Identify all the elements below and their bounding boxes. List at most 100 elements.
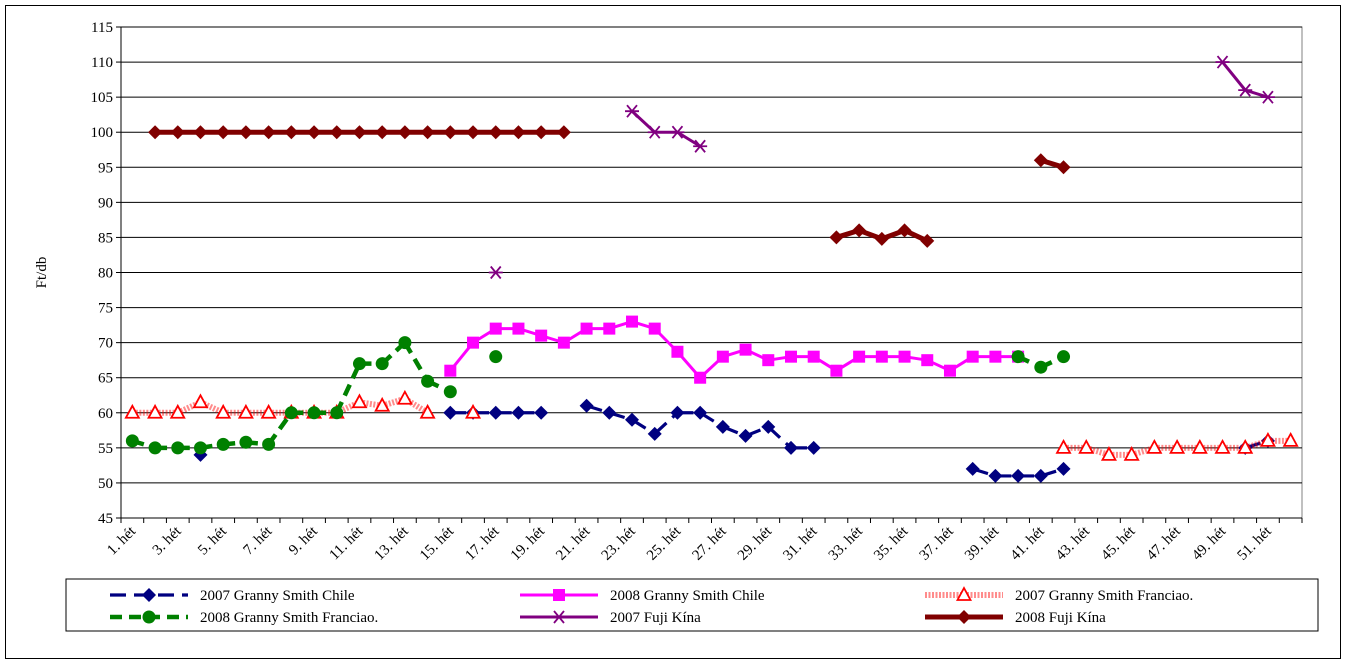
legend-item: 2007 Granny Smith Franciao. bbox=[925, 586, 1193, 604]
data-point bbox=[216, 125, 231, 140]
data-point bbox=[238, 125, 253, 140]
data-point bbox=[1146, 438, 1163, 454]
data-point bbox=[625, 104, 640, 118]
data-point bbox=[489, 322, 502, 335]
data-point bbox=[670, 405, 685, 420]
x-tick-label: 7. hét bbox=[241, 523, 276, 558]
data-point bbox=[512, 322, 525, 335]
data-point bbox=[898, 350, 911, 363]
data-point bbox=[148, 441, 162, 455]
data-point bbox=[171, 441, 185, 455]
data-point bbox=[511, 405, 526, 420]
x-tick-label: 3. hét bbox=[150, 523, 185, 558]
data-point bbox=[329, 125, 344, 140]
y-tick-label: 70 bbox=[98, 336, 113, 352]
data-point bbox=[443, 385, 457, 399]
data-point bbox=[534, 405, 549, 420]
data-point bbox=[603, 322, 616, 335]
y-tick-label: 50 bbox=[98, 476, 113, 492]
data-point bbox=[466, 125, 481, 140]
data-point bbox=[874, 231, 889, 246]
data-point bbox=[1100, 445, 1117, 461]
data-point bbox=[921, 354, 934, 367]
legend-marker bbox=[553, 589, 565, 601]
data-point bbox=[1169, 438, 1186, 454]
x-tick-label: 1. hét bbox=[104, 523, 139, 558]
data-point bbox=[488, 405, 503, 420]
data-point bbox=[716, 350, 729, 363]
data-point bbox=[444, 364, 457, 377]
legend-label: 2007 Granny Smith Franciao. bbox=[1015, 588, 1193, 604]
data-point bbox=[534, 125, 549, 140]
data-point bbox=[626, 315, 639, 328]
y-tick-label: 85 bbox=[98, 230, 113, 246]
legend-box bbox=[65, 578, 1319, 632]
x-tick-label: 15. hét bbox=[417, 523, 458, 564]
legend-marker bbox=[552, 610, 566, 624]
data-point bbox=[330, 406, 344, 420]
data-point bbox=[989, 350, 1002, 363]
data-point bbox=[625, 412, 640, 427]
data-point bbox=[1056, 461, 1071, 476]
data-point bbox=[1215, 55, 1230, 69]
data-point bbox=[147, 403, 164, 419]
legend-marker bbox=[957, 610, 971, 624]
series-line-segment bbox=[1244, 88, 1269, 99]
legend-label: 2008 Granny Smith Chile bbox=[610, 588, 765, 604]
data-point bbox=[1214, 438, 1231, 454]
x-tick-label: 41. hét bbox=[1007, 523, 1048, 564]
data-point bbox=[670, 125, 685, 139]
x-tick-label: 23. hét bbox=[599, 523, 640, 564]
data-point bbox=[239, 435, 253, 449]
data-point bbox=[375, 125, 390, 140]
data-point bbox=[193, 441, 207, 455]
data-point bbox=[693, 139, 708, 153]
data-point bbox=[284, 406, 298, 420]
data-point bbox=[148, 125, 163, 140]
data-point bbox=[215, 403, 232, 419]
data-point bbox=[351, 393, 368, 409]
legend-marker bbox=[955, 586, 973, 601]
data-point bbox=[579, 398, 594, 413]
data-point bbox=[443, 125, 458, 140]
data-point bbox=[193, 125, 208, 140]
data-point bbox=[1055, 438, 1072, 454]
data-point bbox=[1078, 438, 1095, 454]
data-point bbox=[1034, 360, 1048, 374]
series-line-segment bbox=[334, 362, 362, 414]
data-point bbox=[467, 336, 480, 349]
data-point bbox=[783, 440, 798, 455]
data-point bbox=[829, 230, 844, 245]
legend-item: 2007 Granny Smith Chile bbox=[110, 588, 355, 604]
data-point bbox=[374, 396, 391, 412]
data-point bbox=[806, 440, 821, 455]
data-point bbox=[1033, 153, 1048, 168]
legend-item: 2007 Fuji Kína bbox=[520, 610, 701, 626]
data-point bbox=[920, 233, 935, 248]
data-point bbox=[260, 403, 277, 419]
chart-frame bbox=[5, 5, 1341, 659]
legend-label: 2008 Fuji Kína bbox=[1015, 610, 1106, 626]
x-tick-label: 51. hét bbox=[1235, 523, 1276, 564]
x-tick-label: 5. hét bbox=[195, 523, 230, 558]
data-point bbox=[807, 350, 820, 363]
data-point bbox=[237, 403, 254, 419]
data-point bbox=[693, 405, 708, 420]
data-point bbox=[580, 322, 593, 335]
data-point bbox=[216, 437, 230, 451]
data-point bbox=[602, 405, 617, 420]
x-tick-label: 11. hét bbox=[327, 523, 367, 563]
data-point bbox=[511, 125, 526, 140]
data-point bbox=[715, 419, 730, 434]
y-tick-label: 110 bbox=[91, 55, 113, 71]
data-point bbox=[535, 329, 548, 342]
data-point bbox=[420, 125, 435, 140]
data-point bbox=[556, 125, 571, 140]
x-tick-label: 13. hét bbox=[372, 523, 413, 564]
series-6 bbox=[148, 125, 1071, 248]
legend-label: 2007 Granny Smith Chile bbox=[200, 588, 355, 604]
y-tick-label: 75 bbox=[98, 301, 113, 317]
data-point bbox=[261, 125, 276, 140]
data-point bbox=[398, 336, 412, 350]
x-tick-label: 27. hét bbox=[690, 523, 731, 564]
